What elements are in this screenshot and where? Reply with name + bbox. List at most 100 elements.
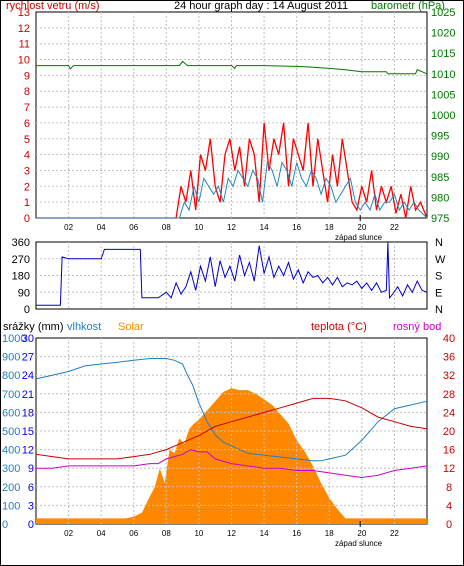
y-tick-label-rain: 9 — [28, 463, 34, 475]
y-tick-label-humidity: 300 — [2, 463, 20, 475]
x-tick-label: 22 — [390, 529, 399, 538]
x-tick-label: 08 — [162, 529, 171, 538]
y-tick-label-compass: W — [435, 254, 446, 266]
y-tick-label-wind: 12 — [18, 23, 30, 35]
plot-area — [35, 11, 428, 219]
x-tick-label: 02 — [64, 223, 73, 232]
y-tick-label-temperature: 24 — [443, 407, 455, 419]
y-tick-label-humidity: 1000 — [2, 333, 26, 345]
x-tick-label: 22 — [390, 223, 399, 232]
x-tick-label: 04 — [97, 223, 106, 232]
y-tick-label-humidity: 600 — [2, 407, 20, 419]
y-tick-label-wind: 10 — [18, 55, 30, 67]
rain-label: srážky (mm) — [3, 321, 64, 333]
y-tick-label-wind: 3 — [24, 165, 30, 177]
x-tick-label: 06 — [129, 223, 138, 232]
y-tick-label-wind: 1 — [24, 197, 30, 209]
x-tick-label: 14 — [260, 223, 269, 232]
y-tick-label-rain: 27 — [22, 352, 34, 364]
y-tick-label-direction: 180 — [12, 271, 30, 283]
y-tick-label-barometer: 1005 — [431, 89, 455, 101]
y-tick-label-temperature: 12 — [443, 463, 455, 475]
y-tick-label-barometer: 980 — [431, 192, 449, 204]
y-tick-label-wind: 6 — [24, 118, 30, 130]
y-tick-label-barometer: 1020 — [431, 28, 455, 40]
x-tick-label: 10 — [194, 223, 203, 232]
y-tick-label-barometer: 985 — [431, 172, 449, 184]
y-tick-label-direction: 270 — [12, 254, 30, 266]
y-tick-label-barometer: 995 — [431, 131, 449, 143]
y-tick-label-rain: 24 — [22, 370, 34, 382]
y-tick-label-temperature: 36 — [443, 352, 455, 364]
y-tick-label-temperature: 16 — [443, 445, 455, 457]
y-tick-label-temperature: 20 — [443, 426, 455, 438]
y-tick-label-wind: 7 — [24, 102, 30, 114]
y-tick-label-compass: S — [435, 271, 442, 283]
humidity-label: vlhkost — [67, 321, 101, 333]
y-tick-label-barometer: 1000 — [431, 110, 455, 122]
y-tick-label-humidity: 800 — [2, 370, 20, 382]
y-tick-label-compass: N — [435, 237, 443, 249]
sunset-annotation: západ slunce — [335, 233, 383, 242]
y-tick-label-temperature: 0 — [446, 519, 452, 531]
chart-title: 24 hour graph day : 14 August 2011 — [174, 0, 348, 12]
x-tick-label: 10 — [194, 529, 203, 538]
y-tick-label-compass: E — [435, 287, 442, 299]
x-tick-label: 20 — [357, 529, 366, 538]
x-tick-label: 12 — [227, 529, 236, 538]
y-tick-label-barometer: 1015 — [431, 48, 455, 60]
x-tick-label: 08 — [162, 223, 171, 232]
y-tick-label-rain: 15 — [22, 426, 34, 438]
y-tick-label-wind: 2 — [24, 181, 30, 193]
x-tick-label: 16 — [292, 223, 301, 232]
y-tick-label-rain: 21 — [22, 389, 34, 401]
y-tick-label-temperature: 32 — [443, 370, 455, 382]
y-tick-label-wind: 8 — [24, 86, 30, 98]
y-tick-label-temperature: 4 — [446, 500, 452, 512]
series-solar-area — [36, 388, 427, 524]
y-tick-label-barometer: 990 — [431, 151, 449, 163]
y-tick-label-humidity: 200 — [2, 482, 20, 494]
y-tick-label-direction: 90 — [18, 287, 30, 299]
y-tick-label-rain: 18 — [22, 407, 34, 419]
y-tick-label-rain: 6 — [28, 482, 34, 494]
x-tick-label: 20 — [357, 223, 366, 232]
series-dewpoint — [36, 449, 428, 479]
y-tick-label-wind: 11 — [19, 39, 30, 51]
y-tick-label-wind: 9 — [24, 70, 30, 82]
sunset-annotation: západ slunce — [335, 539, 383, 548]
x-tick-label: 18 — [325, 529, 334, 538]
x-tick-label: 12 — [227, 223, 236, 232]
y-tick-label-wind: 5 — [24, 134, 30, 146]
x-tick-label: 02 — [64, 529, 73, 538]
series-wind-speed — [36, 161, 428, 219]
y-tick-label-humidity: 900 — [2, 352, 20, 364]
solar-label: Solar — [118, 321, 144, 333]
y-tick-label-humidity: 700 — [2, 389, 20, 401]
y-tick-label-barometer: 975 — [431, 213, 449, 225]
series-wind-gust — [36, 122, 428, 219]
y-tick-label-barometer: 1025 — [431, 7, 455, 19]
series-temperature — [35, 397, 428, 460]
y-tick-label-direction: 360 — [12, 237, 30, 249]
x-tick-label: 06 — [129, 529, 138, 538]
y-tick-label-compass: N — [435, 304, 443, 316]
series-barometer — [36, 60, 428, 75]
y-tick-label-rain: 3 — [28, 500, 34, 512]
y-tick-label-humidity: 100 — [2, 500, 20, 512]
y-tick-label-rain: 12 — [22, 445, 34, 457]
barometer-label: barometr (hPa) — [371, 0, 445, 12]
y-tick-label-humidity: 500 — [2, 426, 20, 438]
y-tick-label-humidity: 0 — [2, 519, 8, 531]
series-wind-direction — [36, 241, 428, 306]
x-tick-label: 14 — [260, 529, 269, 538]
x-tick-label: 18 — [325, 223, 334, 232]
y-tick-label-rain: 0 — [28, 519, 34, 531]
temperature-label: teplota (°C) — [311, 321, 367, 333]
y-tick-label-temperature: 28 — [443, 389, 455, 401]
y-tick-label-humidity: 400 — [2, 445, 20, 457]
x-tick-label: 04 — [97, 529, 106, 538]
